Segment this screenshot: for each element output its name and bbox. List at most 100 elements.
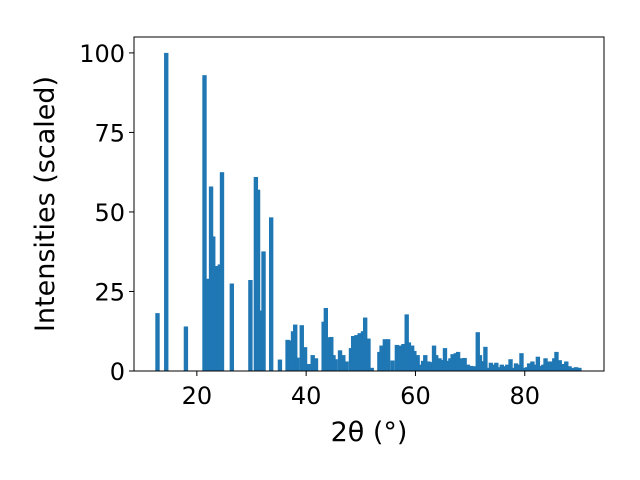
bar — [205, 278, 210, 371]
bar — [219, 172, 225, 371]
bar — [477, 355, 483, 371]
bar — [415, 355, 420, 371]
bar — [444, 360, 450, 371]
bar — [248, 280, 253, 371]
bar — [404, 314, 409, 371]
bar — [516, 364, 521, 371]
bar — [554, 351, 559, 371]
bar — [333, 359, 338, 371]
bar — [448, 358, 453, 371]
bar — [155, 313, 160, 371]
y-tick-label: 25 — [94, 278, 125, 306]
bar — [293, 324, 298, 371]
bar — [505, 364, 510, 371]
bar — [258, 310, 263, 371]
bar — [268, 217, 274, 371]
x-tick-label: 80 — [509, 382, 540, 410]
bar — [469, 365, 474, 371]
bar — [412, 350, 417, 371]
bar — [341, 355, 346, 371]
x-tick-label: 40 — [291, 382, 322, 410]
bar — [211, 236, 216, 371]
bar — [532, 364, 537, 371]
bar — [337, 350, 343, 371]
bar — [577, 367, 582, 371]
y-axis-title: Intensities (scaled) — [30, 76, 61, 332]
bar — [183, 326, 189, 371]
bar — [285, 339, 290, 371]
bar — [543, 358, 548, 371]
bar — [428, 362, 433, 371]
bar — [401, 343, 406, 371]
bar — [499, 364, 504, 371]
bar — [450, 354, 455, 371]
y-tick-label: 0 — [110, 358, 125, 386]
y-tick-label: 50 — [94, 199, 125, 227]
bar — [202, 75, 207, 372]
bar — [397, 345, 403, 371]
bar — [526, 363, 532, 371]
bar — [472, 366, 477, 371]
bar — [462, 357, 467, 371]
x-tick-label: 20 — [182, 382, 213, 410]
bar — [382, 339, 388, 371]
bar — [548, 361, 554, 371]
bar — [510, 367, 515, 371]
bar — [481, 361, 486, 371]
bar — [302, 347, 308, 371]
bar — [277, 359, 283, 371]
bar — [494, 362, 499, 371]
bar — [310, 355, 315, 371]
y-axis: 0 25 50 75 100 — [79, 40, 134, 386]
bar — [394, 344, 400, 371]
bar — [434, 355, 439, 371]
bar — [530, 361, 535, 371]
bar — [537, 365, 543, 371]
bar — [357, 333, 362, 371]
bar — [465, 364, 471, 371]
bar — [255, 189, 261, 371]
bar — [519, 353, 524, 371]
bar — [360, 331, 366, 371]
bar — [570, 367, 576, 371]
bar — [362, 317, 368, 371]
bar — [567, 366, 572, 371]
bar — [453, 353, 459, 371]
bar — [348, 348, 354, 371]
bar — [557, 360, 562, 371]
bar — [541, 364, 546, 371]
bar — [552, 358, 557, 371]
bar — [313, 358, 319, 371]
bar — [366, 338, 371, 371]
bar — [323, 308, 329, 371]
bar — [488, 362, 494, 371]
bar — [350, 336, 356, 371]
bar — [459, 358, 464, 371]
bar — [329, 336, 334, 371]
bar — [418, 364, 424, 371]
bar — [497, 367, 502, 371]
y-tick-label: 75 — [94, 119, 125, 147]
x-axis-title: 2θ (°) — [331, 417, 408, 448]
bar — [344, 361, 349, 371]
bar — [164, 52, 169, 372]
bar — [423, 355, 428, 371]
bar — [486, 367, 491, 371]
bar — [521, 367, 526, 371]
bar — [535, 356, 541, 371]
bar — [483, 346, 488, 371]
bar — [379, 345, 384, 371]
bar — [295, 357, 300, 371]
plot-frame — [133, 36, 605, 372]
bar — [369, 367, 374, 371]
bar — [508, 359, 513, 371]
bar — [229, 283, 235, 371]
bar — [321, 321, 326, 371]
bar — [455, 351, 461, 371]
bars-group — [155, 52, 582, 372]
bar — [426, 361, 431, 371]
bar — [331, 355, 336, 371]
bar — [442, 348, 448, 371]
